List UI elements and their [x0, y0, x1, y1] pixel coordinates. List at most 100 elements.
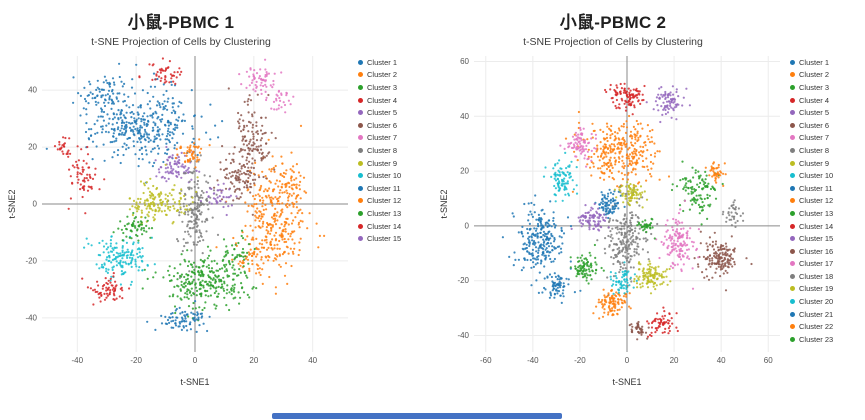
legend-item[interactable]: Cluster 5	[356, 106, 428, 119]
legend-item[interactable]: Cluster 6	[356, 119, 428, 132]
legend-item[interactable]: Cluster 11	[356, 182, 428, 195]
y-tick-label: 0	[465, 221, 470, 230]
legend-swatch-icon	[358, 135, 363, 141]
legend-item[interactable]: Cluster 9	[788, 157, 860, 170]
x-tick-label: -40	[72, 356, 84, 365]
legend-label: Cluster 2	[367, 70, 398, 80]
legend-item[interactable]: Cluster 19	[788, 283, 860, 296]
legend-label: Cluster 11	[799, 183, 833, 193]
panel-pbmc2: 小鼠-PBMC 2 t-SNE Projection of Cells by C…	[432, 0, 864, 395]
y-tick-label: 20	[460, 167, 469, 176]
legend-swatch-icon	[790, 122, 795, 128]
legend-item[interactable]: Cluster 10	[356, 169, 428, 182]
legend-label: Cluster 1	[799, 57, 830, 67]
legend-swatch-icon	[358, 72, 363, 78]
legend-swatch-icon	[790, 286, 795, 292]
legend-swatch-icon	[358, 173, 363, 179]
x-axis-label: t-SNE1	[180, 377, 209, 387]
panel-title: 小鼠-PBMC 1	[127, 13, 235, 32]
legend-swatch-icon	[358, 84, 363, 90]
legend-label: Cluster 5	[367, 108, 398, 118]
legend-item[interactable]: Cluster 4	[356, 94, 428, 107]
legend-item[interactable]: Cluster 18	[788, 270, 860, 283]
legend-label: Cluster 19	[799, 284, 834, 294]
legend-item[interactable]: Cluster 10	[788, 169, 860, 182]
panel-title: 小鼠-PBMC 2	[559, 13, 667, 32]
legend-swatch-icon	[358, 97, 363, 103]
legend-item[interactable]: Cluster 11	[788, 182, 860, 195]
legend-swatch-icon	[790, 147, 795, 153]
legend-item[interactable]: Cluster 4	[788, 94, 860, 107]
legend-label: Cluster 14	[799, 221, 834, 231]
x-tick-label: -20	[574, 356, 586, 365]
x-tick-label: 20	[670, 356, 679, 365]
tsne-plot-pbmc2: -60 -40 -20 0 20 40 60 -40 -20 0 20 40 60 t-SNE1 t-SNE…	[438, 50, 788, 395]
legend-label: Cluster 14	[367, 221, 402, 231]
legend-item[interactable]: Cluster 9	[356, 157, 428, 170]
legend-label: Cluster 6	[367, 120, 398, 130]
legend-swatch-icon	[790, 185, 795, 191]
legend-item[interactable]: Cluster 3	[788, 81, 860, 94]
legend-swatch-icon	[358, 223, 363, 229]
legend-item[interactable]: Cluster 1	[788, 56, 860, 69]
x-tick-label: 60	[764, 356, 773, 365]
legend-swatch-icon	[790, 299, 795, 305]
legend-label: Cluster 7	[799, 133, 830, 143]
legend-item[interactable]: Cluster 12	[356, 195, 428, 208]
legend-item[interactable]: Cluster 8	[788, 144, 860, 157]
legend-label: Cluster 8	[799, 145, 830, 155]
legend-swatch-icon	[790, 248, 795, 254]
legend-swatch-icon	[790, 236, 795, 242]
legend-label: Cluster 13	[799, 208, 834, 218]
bottom-blue-bar	[272, 413, 562, 419]
legend-item[interactable]: Cluster 3	[356, 81, 428, 94]
legend-item[interactable]: Cluster 14	[788, 220, 860, 233]
legend-swatch-icon	[358, 59, 363, 65]
legend-item[interactable]: Cluster 13	[788, 207, 860, 220]
legend-item[interactable]: Cluster 13	[356, 207, 428, 220]
legend-item[interactable]: Cluster 16	[788, 245, 860, 258]
x-axis-label: t-SNE1	[612, 377, 641, 387]
y-tick-label: -40	[457, 331, 469, 340]
legend-item[interactable]: Cluster 2	[788, 69, 860, 82]
legend-item[interactable]: Cluster 7	[788, 132, 860, 145]
legend-item[interactable]: Cluster 7	[356, 132, 428, 145]
legend-swatch-icon	[358, 236, 363, 242]
legend-item[interactable]: Cluster 17	[788, 258, 860, 271]
legend-label: Cluster 8	[367, 145, 398, 155]
legend-item[interactable]: Cluster 22	[788, 320, 860, 333]
legend-swatch-icon	[790, 273, 795, 279]
legend-swatch-icon	[790, 336, 795, 342]
y-tick-label: 40	[460, 112, 469, 121]
legend-item[interactable]: Cluster 15	[356, 232, 428, 245]
legend-label: Cluster 9	[799, 158, 830, 168]
x-tick-label: 40	[717, 356, 726, 365]
legend-item[interactable]: Cluster 1	[356, 56, 428, 69]
legend-item[interactable]: Cluster 8	[356, 144, 428, 157]
y-tick-label: 20	[28, 143, 37, 152]
legend-item[interactable]: Cluster 5	[788, 106, 860, 119]
panel-subtitle: t-SNE Projection of Cells by Clustering	[523, 36, 703, 48]
legend-item[interactable]: Cluster 15	[788, 232, 860, 245]
legend-item[interactable]: Cluster 12	[788, 195, 860, 208]
legend-item[interactable]: Cluster 14	[356, 220, 428, 233]
legend-swatch-icon	[358, 122, 363, 128]
tsne-plot-svg: -40 -20 0 20 40 -40 -20 0 20 40 t-SNE1 t-SNE2	[7, 56, 348, 387]
y-axis-label: t-SNE2	[439, 189, 449, 218]
legend-item[interactable]: Cluster 20	[788, 295, 860, 308]
legend-swatch-icon	[358, 147, 363, 153]
legend-label: Cluster 15	[367, 234, 402, 244]
legend-swatch-icon	[790, 311, 795, 317]
legend-swatch-icon	[358, 160, 363, 166]
legend-item[interactable]: Cluster 21	[788, 308, 860, 321]
legend-label: Cluster 3	[799, 82, 830, 92]
x-tick-label: -20	[130, 356, 142, 365]
legend-item[interactable]: Cluster 23	[788, 333, 860, 346]
x-tick-label: 0	[625, 356, 630, 365]
legend-label: Cluster 12	[799, 196, 834, 206]
legend-item[interactable]: Cluster 2	[356, 69, 428, 82]
y-tick-label: -20	[457, 276, 469, 285]
legend-swatch-icon	[790, 261, 795, 267]
legend-item[interactable]: Cluster 6	[788, 119, 860, 132]
legend-label: Cluster 22	[799, 322, 834, 332]
